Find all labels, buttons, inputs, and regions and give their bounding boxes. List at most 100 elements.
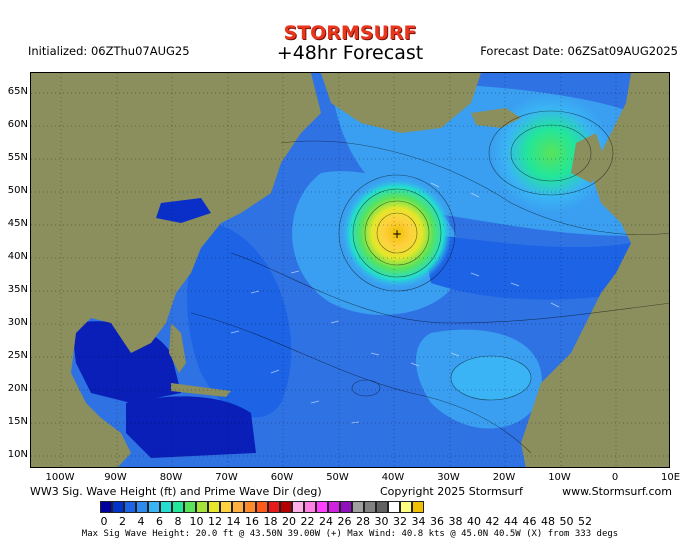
lon-label: 90W [104, 472, 127, 483]
max-wave-marker: + [392, 227, 402, 241]
lat-label: 35N [7, 284, 28, 295]
land-cuba [171, 383, 231, 397]
scale-swatch [328, 501, 340, 513]
map-canvas: + [31, 73, 669, 467]
scale-swatch [280, 501, 292, 513]
scale-label: 10 [189, 515, 204, 528]
scale-swatch [256, 501, 268, 513]
scale-label: 18 [263, 515, 278, 528]
scale-swatch [232, 501, 244, 513]
scale-label: 22 [300, 515, 315, 528]
ocean-band-deep-east [421, 233, 631, 300]
lat-label: 65N [7, 86, 28, 97]
scale-label: 46 [522, 515, 537, 528]
scale-label: 14 [226, 515, 241, 528]
great-lakes [156, 198, 211, 223]
initialized-time: Initialized: 06ZThu07AUG25 [28, 44, 190, 58]
lon-label: 80W [159, 472, 183, 483]
lon-label: 0 [611, 472, 619, 483]
scale-swatch [172, 501, 184, 513]
scale-swatch [388, 501, 400, 513]
scale-label: 26 [337, 515, 352, 528]
land-greenland [321, 73, 481, 133]
scale-label: 16 [245, 515, 259, 528]
scale-swatch [352, 501, 364, 513]
scale-label: 8 [174, 515, 182, 528]
land-florida [169, 323, 186, 373]
scale-swatch [148, 501, 160, 513]
land-british-isles [571, 133, 606, 183]
scale-swatch [340, 501, 352, 513]
scale-swatch [316, 501, 328, 513]
scale-label: 42 [485, 515, 500, 528]
lon-label: 70W [215, 472, 238, 483]
copyright-text: Copyright 2025 Stormsurf [380, 485, 523, 498]
scale-swatch [196, 501, 208, 513]
forecast-title: +48hr Forecast [276, 42, 424, 64]
lon-label: 10E [660, 472, 681, 483]
scale-swatch [160, 501, 172, 513]
lon-label: 20W [492, 472, 516, 483]
scale-swatch [364, 501, 376, 513]
scale-swatch [304, 501, 316, 513]
scale-swatch [400, 501, 412, 513]
lat-label: 15N [7, 416, 28, 427]
lon-label: 10W [548, 472, 571, 483]
wave-height-map: + [30, 72, 670, 468]
forecast-date: Forecast Date: 06ZSat09AUG2025 [480, 44, 678, 58]
ocean-band-deep [187, 223, 292, 418]
map-caption: WW3 Sig. Wave Height (ft) and Prime Wave… [30, 485, 322, 498]
scale-swatch [376, 501, 388, 513]
scale-label: 2 [119, 515, 126, 528]
land-iceland [471, 108, 521, 128]
gulf-of-mexico [71, 321, 181, 403]
max-stats: Max Sig Wave Height: 20.0 ft @ 43.50N 39… [81, 529, 619, 539]
lat-label: 25N [7, 350, 28, 361]
lat-label: 20N [7, 383, 28, 394]
lon-label: 100W [45, 472, 75, 483]
lat-label: 55N [7, 152, 28, 163]
ocean-swell-patch [451, 356, 531, 400]
scale-label: 4 [137, 515, 145, 528]
scale-label: 6 [156, 515, 163, 528]
lon-label: 40W [381, 472, 405, 483]
scale-label: 36 [430, 515, 444, 528]
scale-swatch [112, 501, 124, 513]
scale-swatch [292, 501, 304, 513]
land-north-america [31, 73, 321, 467]
caribbean-sea [126, 396, 256, 458]
scale-label: 24 [319, 515, 333, 528]
scale-swatch [412, 501, 424, 513]
scale-label: 28 [356, 515, 370, 528]
north-sea-swell [491, 93, 611, 213]
lat-label: 45N [7, 218, 28, 229]
lat-label: 40N [7, 251, 28, 262]
scale-swatch [184, 501, 196, 513]
scale-swatch [244, 501, 256, 513]
scale-swatch [124, 501, 136, 513]
lon-label: 60W [270, 472, 294, 483]
scale-label: 30 [374, 515, 389, 528]
website-link[interactable]: www.Stormsurf.com [562, 485, 672, 498]
lon-label: 30W [437, 472, 460, 483]
lat-label: 60N [7, 119, 28, 130]
stormsurf-logo: STORMSURF [283, 22, 417, 44]
scale-label: 20 [282, 515, 296, 528]
scale-swatch [136, 501, 148, 513]
scale-label: 0 [100, 515, 108, 528]
scale-label: 50 [559, 515, 574, 528]
graticule [31, 73, 669, 467]
scale-label: 52 [578, 515, 592, 528]
lon-label: 50W [326, 472, 349, 483]
scale-label: 12 [208, 515, 222, 528]
scale-swatch [208, 501, 220, 513]
scale-label: 32 [393, 515, 407, 528]
scale-label: 44 [504, 515, 518, 528]
scale-label: 48 [541, 515, 555, 528]
lat-label: 10N [7, 449, 28, 460]
storm-system [342, 178, 452, 288]
scale-label: 34 [411, 515, 426, 528]
scale-swatch [100, 501, 112, 513]
scale-label: 40 [467, 515, 481, 528]
lat-label: 50N [7, 185, 28, 196]
